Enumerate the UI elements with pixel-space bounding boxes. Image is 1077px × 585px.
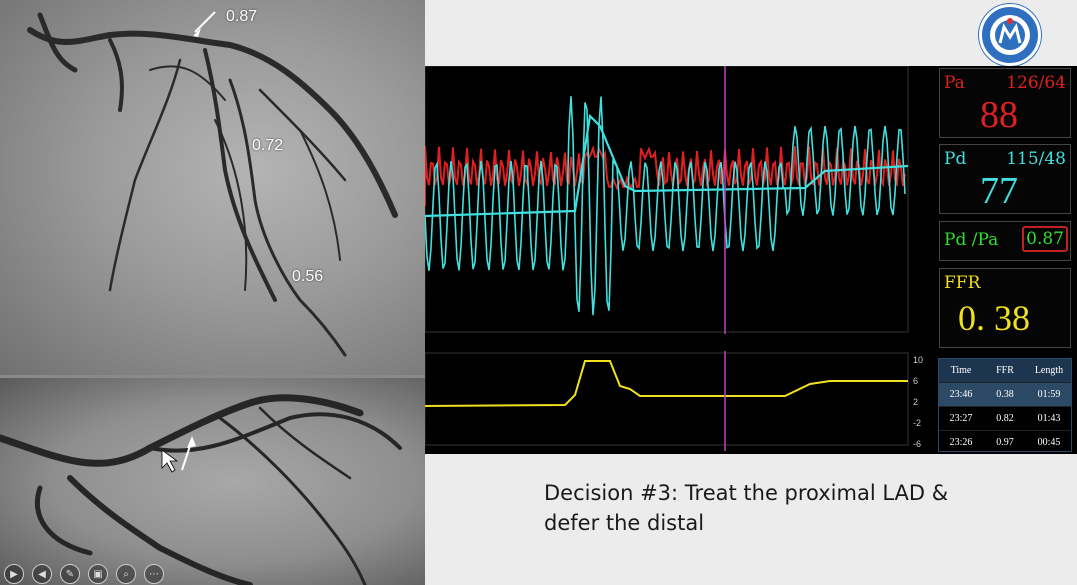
slide-area: 01:2801:3101:3401:3701:4001:4301:4601:49… (425, 0, 1077, 585)
ffr-label: FFR (944, 273, 981, 293)
pressure-waveform-chart: 01:2801:3101:3401:3701:4001:4301:4601:49… (425, 66, 909, 334)
caption-line-2: defer the distal (544, 511, 705, 535)
angiogram-bottom-frame (0, 378, 425, 585)
angiogram-top-frame: 0.87 0.72 0.56 (0, 0, 425, 375)
caption-line-1: Decision #3: Treat the proximal LAD & (544, 481, 949, 505)
slide-caption: Decision #3: Treat the proximal LAD & de… (544, 478, 1024, 538)
ffr-history-table: Time FFR Length 23:46 0.38 01:59 23:27 0… (938, 358, 1072, 452)
table-cell: 23:27 (949, 413, 973, 424)
pen-icon[interactable]: ✎ (60, 564, 80, 584)
ffr-trend-chart: 10 6 2 -2 -6 (425, 351, 923, 451)
pa-label: Pa (944, 73, 965, 93)
logo-emblem-icon (990, 15, 1030, 55)
coronary-vessels-bottom (0, 394, 402, 585)
table-cell: 0.38 (996, 389, 1014, 400)
ffr-value: 0. 38 (958, 298, 1030, 338)
pd-mean-line (425, 113, 909, 218)
back-icon[interactable]: ◀ (32, 564, 52, 584)
y-tick-label: -2 (913, 418, 921, 428)
pd-pa-value: 0.87 (1022, 226, 1068, 252)
save-icon[interactable]: ▣ (88, 564, 108, 584)
table-cell: 01:59 (1037, 389, 1061, 400)
y-tick-label: 6 (913, 376, 918, 386)
ffr-trend-line (425, 360, 908, 407)
table-row[interactable]: 23:27 0.82 01:43 (939, 407, 1071, 431)
pa-range: 126/64 (1006, 73, 1066, 93)
table-row[interactable]: 23:26 0.97 00:45 (939, 431, 1071, 454)
pa-panel: Pa 126/64 88 (939, 68, 1071, 138)
trend-frame (425, 352, 909, 446)
ffr-panel: FFR 0. 38 (939, 268, 1071, 348)
pd-pa-panel: Pd /Pa 0.87 (939, 221, 1071, 261)
pd-waveform (425, 96, 906, 316)
more-icon[interactable]: ⋯ (144, 564, 164, 584)
y-tick-label: 2 (913, 397, 918, 407)
pd-value: 77 (980, 170, 1018, 212)
pd-panel: Pd 115/48 77 (939, 144, 1071, 214)
coronary-vessels-top (27, 11, 398, 357)
pa-waveform (425, 145, 906, 206)
institution-logo (979, 4, 1041, 66)
y-tick-label: -6 (913, 439, 921, 449)
zoom-icon[interactable]: ⌕ (116, 564, 136, 584)
slide-toolbar: ▶ ◀ ✎ ▣ ⌕ ⋯ (0, 563, 204, 585)
mouse-cursor-icon (161, 449, 179, 473)
y-tick-label: 10 (913, 355, 923, 365)
ffr-monitor: 01:2801:3101:3401:3701:4001:4301:4601:49… (425, 66, 1077, 454)
play-icon[interactable]: ▶ (4, 564, 24, 584)
angio-label-proximal: 0.87 (226, 8, 258, 25)
table-cell: 0.82 (996, 413, 1014, 424)
wave-frame (425, 66, 909, 333)
pd-pa-label: Pd /Pa (944, 230, 999, 250)
table-header-row: Time FFR Length (939, 359, 1071, 383)
table-header-time: Time (950, 365, 972, 376)
table-cell: 23:26 (949, 437, 973, 448)
table-cell: 00:45 (1037, 437, 1061, 448)
table-cell: 01:43 (1037, 413, 1061, 424)
table-header-length: Length (1034, 365, 1064, 376)
angio-label-distal: 0.56 (292, 268, 324, 285)
table-cell: 0.97 (996, 437, 1014, 448)
arrow-marker-top (194, 11, 216, 33)
angiography-panel: 0.87 0.72 0.56 ▶ ◀ ✎ ▣ ⌕ ⋯ (0, 0, 425, 585)
table-cell: 23:46 (949, 389, 973, 400)
table-row[interactable]: 23:46 0.38 01:59 (939, 383, 1071, 407)
table-header-ffr: FFR (996, 365, 1014, 376)
angio-label-mid: 0.72 (252, 137, 284, 154)
pd-range: 115/48 (1006, 149, 1066, 169)
pd-label: Pd (944, 149, 967, 169)
pa-value: 88 (980, 94, 1018, 136)
